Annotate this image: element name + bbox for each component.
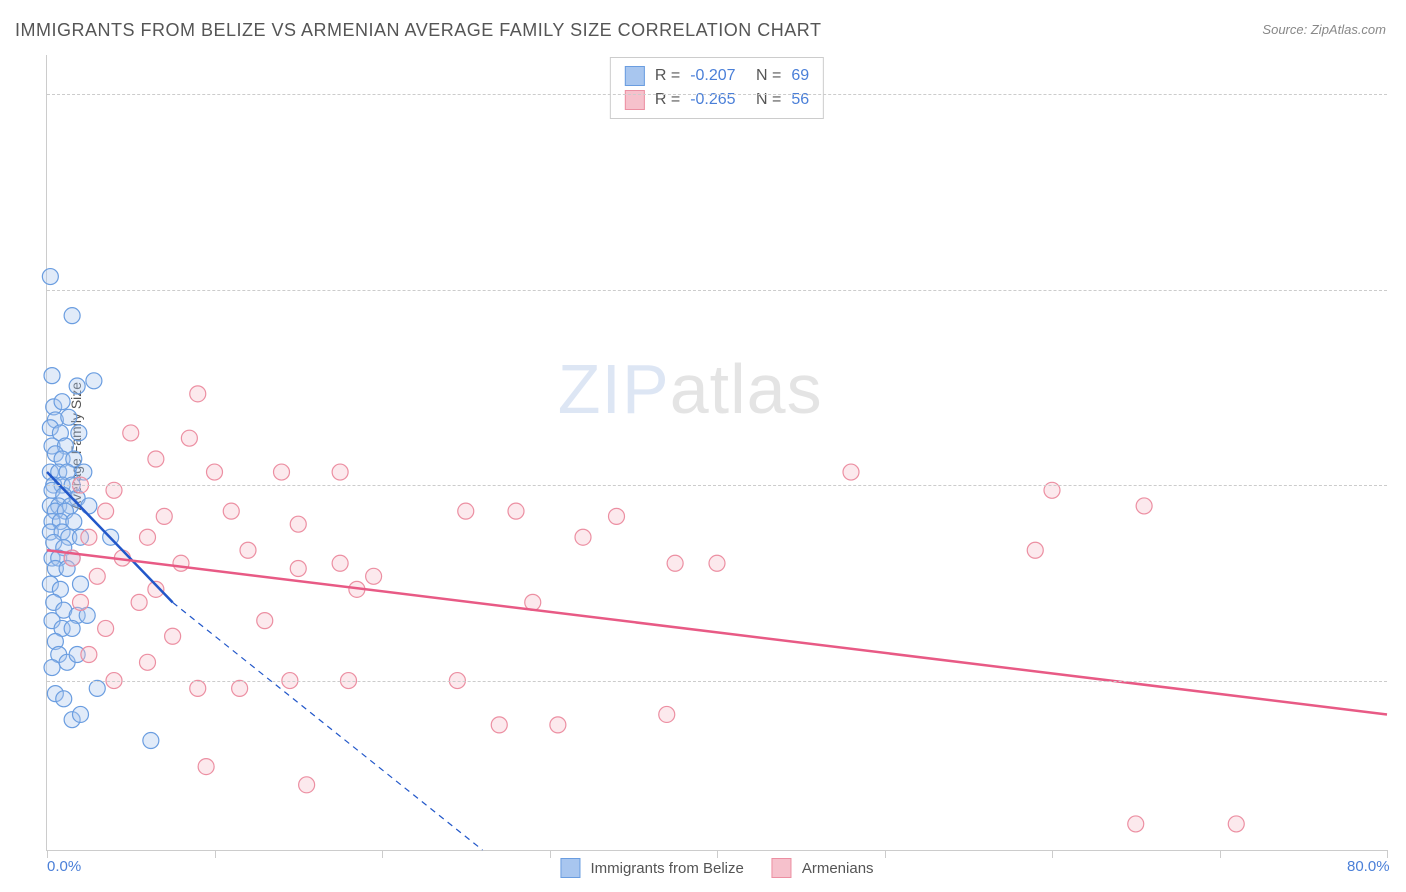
x-tick (1220, 850, 1221, 858)
y-tick-label: 5.00 (1392, 86, 1406, 103)
x-tick (550, 850, 551, 858)
x-tick (717, 850, 718, 858)
y-tick-label: 3.50 (1392, 477, 1406, 494)
x-tick (215, 850, 216, 858)
y-tick-label: 2.75 (1392, 672, 1406, 689)
gridline (47, 94, 1387, 95)
chart-title: IMMIGRANTS FROM BELIZE VS ARMENIAN AVERA… (15, 20, 821, 41)
source-attribution: Source: ZipAtlas.com (1262, 22, 1386, 37)
scatter-svg (47, 55, 1387, 850)
legend-item-1: Armenians (772, 858, 874, 878)
gridline (47, 485, 1387, 486)
y-tick-label: 4.25 (1392, 281, 1406, 298)
chart-plot-area: ZIPatlas R = -0.207 N = 69 R = -0.265 N … (46, 55, 1387, 851)
x-tick (885, 850, 886, 858)
gridline (47, 290, 1387, 291)
legend-series: Immigrants from Belize Armenians (560, 858, 873, 878)
x-tick-label: 80.0% (1347, 858, 1390, 875)
swatch-armenians-bottom (772, 858, 792, 878)
source-value: ZipAtlas.com (1311, 22, 1386, 37)
legend-item-0: Immigrants from Belize (560, 858, 743, 878)
swatch-belize-bottom (560, 858, 580, 878)
x-tick (47, 850, 48, 858)
x-tick (1052, 850, 1053, 858)
legend-label-1: Armenians (802, 860, 874, 877)
x-tick (1387, 850, 1388, 858)
legend-label-0: Immigrants from Belize (590, 860, 743, 877)
source-label: Source: (1262, 22, 1307, 37)
x-tick-label: 0.0% (47, 858, 81, 875)
gridline (47, 681, 1387, 682)
x-tick (382, 850, 383, 858)
